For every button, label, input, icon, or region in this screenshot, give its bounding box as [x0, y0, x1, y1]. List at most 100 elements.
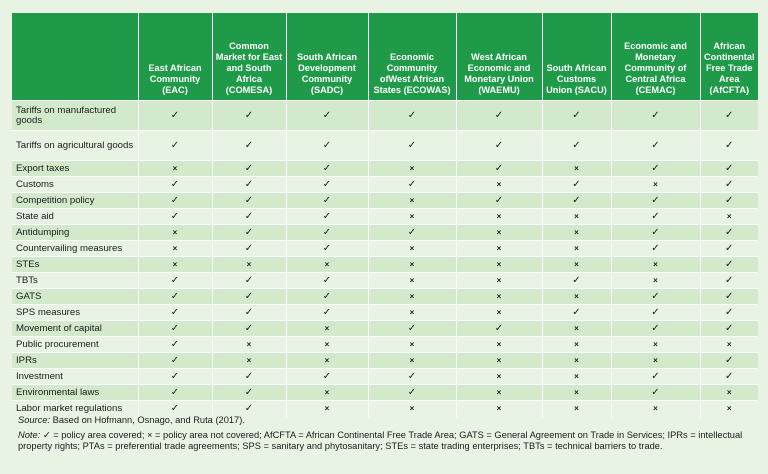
row-label: Countervailing measures: [12, 240, 138, 257]
cross-icon: ×: [610, 176, 700, 193]
cross-icon: ×: [367, 160, 456, 177]
checkmark-icon: ✓: [137, 176, 212, 193]
abbreviation-note: Note: ✓ = policy area covered; × = polic…: [18, 430, 758, 453]
source-note: Source: Based on Hofmann, Osnago, and Ru…: [18, 415, 758, 427]
table-row: Tariffs on agricultural goods ✓ ✓ ✓ ✓ ✓ ✓ ✓ ✓: [12, 130, 758, 161]
checkmark-icon: ✓: [137, 336, 212, 353]
checkmark-icon: ✓: [285, 272, 368, 289]
cross-icon: ×: [455, 272, 542, 289]
row-label: Environmental laws: [12, 384, 138, 401]
column-header: South African Development Community (SAD…: [285, 13, 368, 101]
cross-icon: ×: [367, 256, 456, 273]
table-row: Public procurement ✓ × × × × × × ×: [12, 336, 758, 353]
checkmark-icon: ✓: [610, 100, 700, 131]
checkmark-icon: ✓: [211, 384, 286, 401]
checkmark-icon: ✓: [699, 320, 758, 337]
checkmark-icon: ✓: [367, 176, 456, 193]
checkmark-icon: ✓: [137, 400, 212, 417]
row-label: Movement of capital: [12, 320, 138, 337]
checkmark-icon: ✓: [699, 368, 758, 385]
checkmark-icon: ✓: [699, 224, 758, 241]
checkmark-icon: ✓: [541, 176, 611, 193]
checkmark-icon: ✓: [285, 368, 368, 385]
checkmark-icon: ✓: [455, 130, 542, 161]
checkmark-icon: ✓: [285, 100, 368, 131]
header-row: East African Community (EAC) Common Mark…: [12, 13, 758, 101]
table-row: GATS ✓ ✓ ✓ × × × ✓ ✓: [12, 288, 758, 305]
checkmark-icon: ✓: [211, 100, 286, 131]
checkmark-icon: ✓: [137, 368, 212, 385]
cross-icon: ×: [541, 352, 611, 369]
row-label: SPS measures: [12, 304, 138, 321]
checkmark-icon: ✓: [455, 192, 542, 209]
checkmark-icon: ✓: [137, 352, 212, 369]
checkmark-icon: ✓: [541, 272, 611, 289]
cross-icon: ×: [610, 400, 700, 417]
table-row: Investment ✓ ✓ ✓ ✓ × × ✓ ✓: [12, 368, 758, 385]
cross-icon: ×: [455, 288, 542, 305]
row-label: GATS: [12, 288, 138, 305]
checkmark-icon: ✓: [285, 288, 368, 305]
row-label: Public procurement: [12, 336, 138, 353]
note-label: Note:: [18, 429, 41, 440]
checkmark-icon: ✓: [610, 130, 700, 161]
row-label: TBTs: [12, 272, 138, 289]
checkmark-icon: ✓: [699, 272, 758, 289]
column-header: Economic Community ofWest African States…: [367, 13, 456, 101]
cross-icon: ×: [137, 160, 212, 177]
row-label: Competition policy: [12, 192, 138, 209]
table-row: Antidumping × ✓ ✓ ✓ × × ✓ ✓: [12, 224, 758, 241]
checkmark-icon: ✓: [211, 288, 286, 305]
row-label: Tariffs on agricultural goods: [12, 130, 138, 161]
checkmark-icon: ✓: [137, 100, 212, 131]
checkmark-icon: ✓: [699, 256, 758, 273]
checkmark-icon: ✓: [541, 192, 611, 209]
column-header: East African Community (EAC): [137, 13, 212, 101]
cross-icon: ×: [455, 336, 542, 353]
policy-coverage-table: East African Community (EAC) Common Mark…: [12, 13, 758, 417]
checkmark-icon: ✓: [285, 208, 368, 225]
cross-icon: ×: [541, 368, 611, 385]
column-header: Economic and Monetary Community of Centr…: [610, 13, 700, 101]
cross-icon: ×: [541, 336, 611, 353]
cross-icon: ×: [367, 288, 456, 305]
cross-icon: ×: [285, 256, 368, 273]
cross-icon: ×: [367, 400, 456, 417]
source-label: Source:: [18, 415, 51, 425]
checkmark-icon: ✓: [367, 224, 456, 241]
checkmark-icon: ✓: [699, 304, 758, 321]
cross-icon: ×: [610, 352, 700, 369]
cross-icon: ×: [285, 352, 368, 369]
checkmark-icon: ✓: [367, 320, 456, 337]
checkmark-icon: ✓: [211, 192, 286, 209]
cross-icon: ×: [699, 208, 758, 225]
table-row: Customs ✓ ✓ ✓ ✓ × ✓ × ✓: [12, 176, 758, 193]
column-header: African Continental Free Trade Area (AfC…: [699, 13, 758, 101]
checkmark-icon: ✓: [610, 320, 700, 337]
cross-icon: ×: [137, 256, 212, 273]
cross-icon: ×: [285, 320, 368, 337]
checkmark-icon: ✓: [541, 130, 611, 161]
checkmark-icon: ✓: [699, 240, 758, 257]
table-row: Labor market regulations ✓ ✓ × × × × × ×: [12, 400, 758, 417]
cross-icon: ×: [455, 400, 542, 417]
cross-icon: ×: [455, 384, 542, 401]
row-label: IPRs: [12, 352, 138, 369]
checkmark-icon: ✓: [211, 272, 286, 289]
cross-icon: ×: [455, 352, 542, 369]
cross-icon: ×: [541, 400, 611, 417]
cross-icon: ×: [367, 272, 456, 289]
row-label: STEs: [12, 256, 138, 273]
table-notes: Source: Based on Hofmann, Osnago, and Ru…: [18, 415, 758, 456]
checkmark-icon: ✓: [211, 130, 286, 161]
checkmark-icon: ✓: [285, 160, 368, 177]
table-row: IPRs ✓ × × × × × × ✓: [12, 352, 758, 369]
row-label: Antidumping: [12, 224, 138, 241]
row-label: State aid: [12, 208, 138, 225]
cross-icon: ×: [699, 400, 758, 417]
cross-icon: ×: [211, 256, 286, 273]
checkmark-icon: ✓: [367, 100, 456, 131]
cross-icon: ×: [367, 240, 456, 257]
table-body: Tariffs on manufactured goods ✓ ✓ ✓ ✓ ✓ ✓ ✓ ✓ Tar…: [12, 100, 758, 417]
checkmark-icon: ✓: [211, 400, 286, 417]
